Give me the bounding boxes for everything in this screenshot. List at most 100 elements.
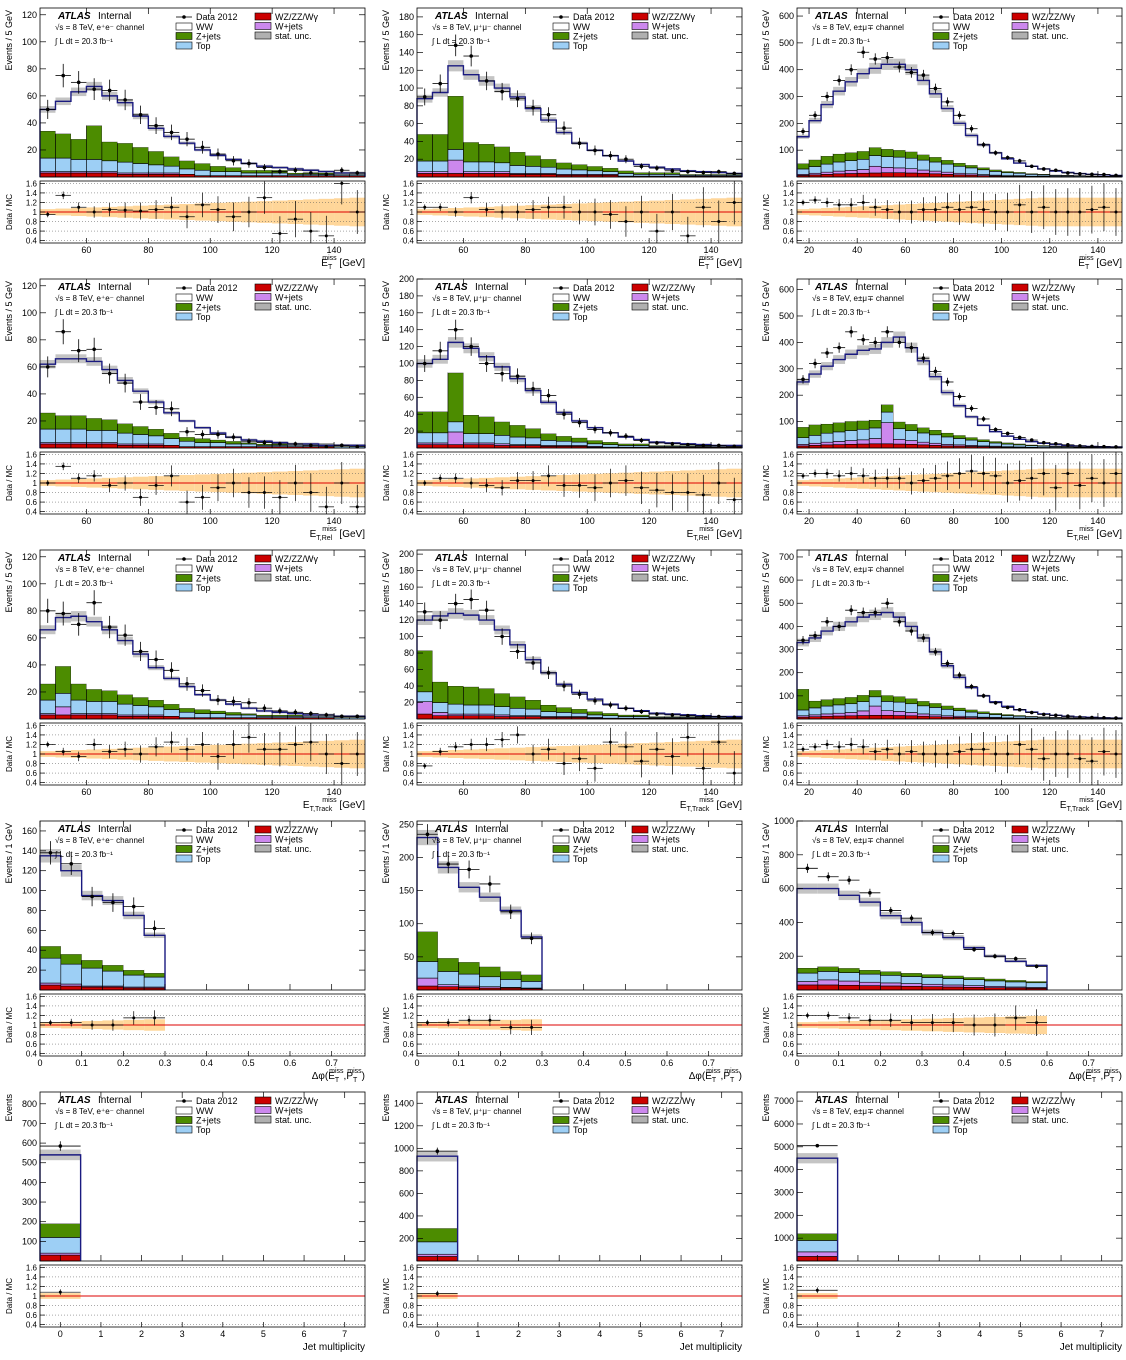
atlas-label: ATLAS [814,553,848,564]
ratio-y-axis-label: Data / MC [762,1007,771,1043]
ww-bar [102,630,117,691]
legend-swatch [553,584,569,591]
top-bar [102,430,117,442]
top-bar [133,434,148,443]
ratio-point [530,1026,533,1029]
ratio-point [263,748,266,751]
stack-group [797,884,1047,990]
diboson-bar [881,444,893,448]
ww-bar [480,897,501,967]
top-bar [857,429,869,440]
zjets-bar [905,699,917,704]
x-tick-label: 140 [327,516,342,526]
ratio-y-tick-label: 0.6 [26,1311,38,1320]
ratio-y-axis-label: Data / MC [5,1278,14,1314]
y-tick-label: 200 [779,390,794,400]
zjets-bar [634,173,649,175]
ratio-y-tick-label: 0.6 [26,769,38,778]
wjets-bar [869,166,881,173]
ww-bar [953,123,965,163]
zjets-bar [241,170,256,173]
diboson-bar [40,444,55,448]
legend-swatch [933,836,949,843]
diboson-bar [40,715,55,719]
legend-swatch [1012,13,1028,20]
wjets-bar [417,702,432,714]
zjets-bar [809,425,821,436]
ratio-point [563,762,566,765]
stack-group [417,60,742,177]
y-tick-label: 120 [399,342,414,352]
energy-channel-label: √s = 8 TeV, e±μ∓ channel [812,294,904,303]
ratio-point [46,213,49,216]
top-bar [521,981,542,988]
ww-bar [71,92,86,139]
diboson-bar [818,985,839,990]
ratio-point [886,208,889,211]
data-point [436,1149,440,1153]
data-point [671,442,675,446]
data-point [46,609,50,613]
y-axis-label: Events / 1 GeV [381,823,391,884]
diboson-bar [102,444,117,448]
ratio-point [439,477,442,480]
top-bar [510,165,525,173]
legend-data-marker [939,557,943,561]
zjets-bar [990,713,1002,714]
legend: Data 2012WWZ+jetsTopWZ/ZZ/WγW+jetsstat. … [553,825,695,864]
ratio-point [139,753,142,756]
ratio-point [501,486,504,489]
ratio-point [91,1024,94,1027]
ww-bar [985,956,1006,979]
y-tick-label: 60 [404,119,414,129]
y-tick-label: 800 [22,1099,37,1109]
legend-swatch [632,1097,648,1104]
x-tick-label: 60 [458,245,468,255]
data-point [801,378,805,382]
lumi-label: ∫ L dt = 20.3 fb⁻¹ [811,308,870,317]
legend-data-marker [559,1099,563,1103]
data-point [216,433,220,437]
data-point [951,932,955,936]
ratio-point [294,743,297,746]
x-tick-label: 60 [458,787,468,797]
legend-label: Z+jets [953,574,978,584]
internal-label: Internal [475,1095,508,1106]
zjets-bar [525,700,540,709]
top-bar [929,162,941,171]
zjets-bar [86,126,101,160]
ratio-point [77,477,80,480]
legend-swatch [176,584,192,591]
zjets-bar [86,418,101,430]
zjets-bar [195,163,210,170]
ww-bar [809,374,821,425]
x-tick-label: 120 [265,516,280,526]
zjets-bar [880,972,901,976]
zjets-bar [818,967,839,972]
legend-label: Z+jets [196,574,221,584]
ratio-point [436,1292,439,1295]
data-point [232,700,236,704]
zjets-bar [839,968,860,972]
data-point [1042,713,1046,717]
top-bar [117,433,132,444]
y-tick-label: 40 [404,681,414,691]
diboson-bar [86,173,101,177]
x-tick-label: 0.3 [916,1058,929,1068]
top-bar [86,159,101,171]
ratio-y-axis-label: Data / MC [382,1007,391,1043]
y-tick-label: 80 [27,64,37,74]
legend-swatch [632,836,648,843]
stack-group [417,608,742,719]
top-bar [417,1242,458,1254]
data-point [325,172,329,176]
x-axis-label: ETmiss [GeV] [1078,255,1122,271]
y-tick-label: 300 [22,1197,37,1207]
ww-bar [797,382,809,427]
